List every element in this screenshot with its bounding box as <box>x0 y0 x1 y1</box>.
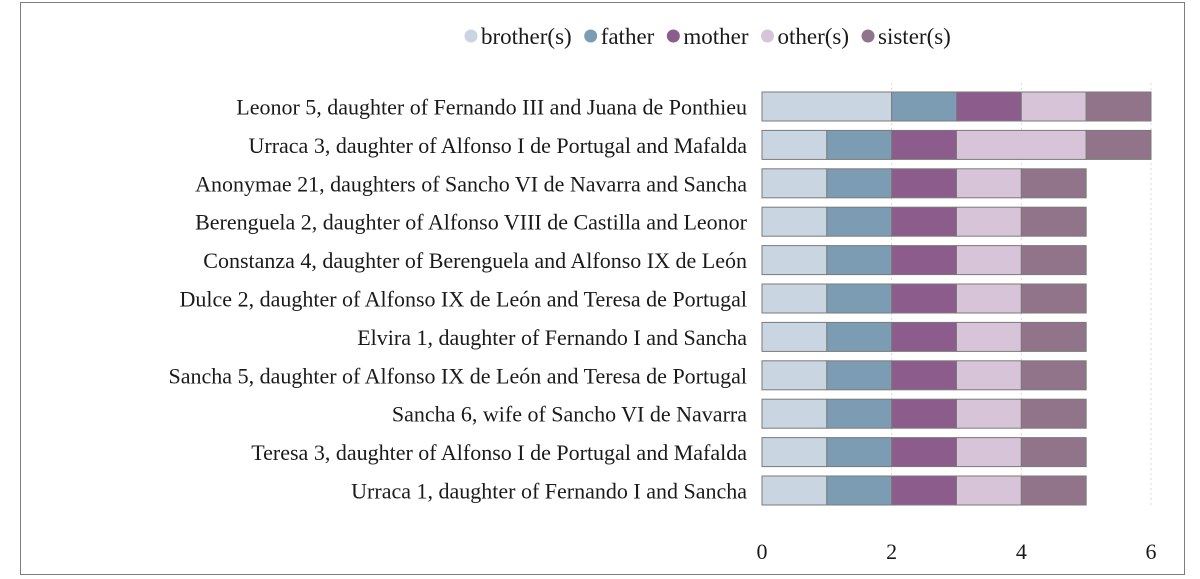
bar-9-4 <box>1020 437 1087 468</box>
legend-label-0: brother(s) <box>481 24 572 49</box>
x-tick-label-2: 4 <box>1016 539 1027 564</box>
bar-2-1 <box>826 168 893 199</box>
bar-0-4 <box>1085 91 1152 122</box>
bar-0-1 <box>891 91 958 122</box>
legend-label-1: father <box>601 24 655 49</box>
bar-6-0 <box>761 321 828 352</box>
bar-8-4 <box>1020 398 1087 429</box>
legend-swatch-4 <box>861 29 875 43</box>
bar-1-2 <box>891 129 958 160</box>
category-label-0: Leonor 5, daughter of Fernando III and J… <box>236 95 747 120</box>
bar-2-2 <box>891 168 958 199</box>
bar-8-0 <box>761 398 828 429</box>
bar-2-3 <box>956 168 1022 199</box>
bar-4-0 <box>761 245 828 276</box>
x-axis-ticks: 0 2 4 6 <box>757 539 1157 564</box>
legend-label-2: mother <box>683 24 748 49</box>
category-label-2: Anonymae 21, daughters of Sancho VI de N… <box>195 171 747 196</box>
bar-9-0 <box>761 437 828 468</box>
x-tick-label-0: 0 <box>757 539 768 564</box>
bar-3-4 <box>1020 206 1087 237</box>
bar-9-1 <box>826 437 893 468</box>
bar-3-0 <box>761 206 828 237</box>
chart-frame: brother(s) father mother other(s) sister(s) … <box>20 2 1185 575</box>
legend-swatch-3 <box>760 29 774 43</box>
bar-4-4 <box>1020 245 1087 276</box>
bar-4-1 <box>826 245 893 276</box>
x-tick-label-3: 6 <box>1146 539 1157 564</box>
bar-2-4 <box>1020 168 1087 199</box>
bar-7-0 <box>761 360 828 391</box>
bar-7-4 <box>1020 360 1087 391</box>
bar-4-3 <box>956 245 1022 276</box>
bar-1-4 <box>1085 129 1152 160</box>
legend: brother(s) father mother other(s) sister(s) <box>464 24 951 49</box>
bar-5-0 <box>761 283 828 314</box>
category-label-5: Dulce 2, daughter of Alfonso IX de León … <box>180 287 747 312</box>
category-labels: Leonor 5, daughter of Fernando III and J… <box>169 95 748 504</box>
bar-7-3 <box>956 360 1022 391</box>
bar-6-3 <box>956 321 1022 352</box>
category-label-4: Constanza 4, daughter of Berenguela and … <box>203 248 747 273</box>
bar-8-3 <box>956 398 1022 429</box>
category-label-10: Urraca 1, daughter of Fernando I and San… <box>351 479 747 504</box>
bar-0-2 <box>956 91 1022 122</box>
bar-9-3 <box>956 437 1022 468</box>
category-label-9: Teresa 3, daughter of Alfonso I de Portu… <box>251 440 747 465</box>
stacked-bar-chart: brother(s) father mother other(s) sister(s) … <box>169 24 1157 564</box>
bars <box>761 91 1152 506</box>
legend-swatch-0 <box>464 29 478 43</box>
bar-1-0 <box>761 129 828 160</box>
bar-10-1 <box>826 475 893 506</box>
bar-1-3 <box>956 129 1087 160</box>
bar-3-1 <box>826 206 893 237</box>
bar-2-0 <box>761 168 828 199</box>
bar-6-4 <box>1020 321 1087 352</box>
legend-label-3: other(s) <box>777 24 849 49</box>
bar-3-3 <box>956 206 1022 237</box>
bar-4-2 <box>891 245 958 276</box>
bar-5-3 <box>956 283 1022 314</box>
bar-0-3 <box>1020 91 1087 122</box>
bar-9-2 <box>891 437 958 468</box>
bar-0-0 <box>761 91 893 122</box>
legend-label-4: sister(s) <box>878 24 951 49</box>
category-label-8: Sancha 6, wife of Sancho VI de Navarra <box>392 402 747 427</box>
category-label-6: Elvira 1, daughter of Fernando I and San… <box>357 325 747 350</box>
bar-1-1 <box>826 129 893 160</box>
bar-10-3 <box>956 475 1022 506</box>
bar-6-1 <box>826 321 893 352</box>
legend-swatch-1 <box>584 29 598 43</box>
bar-6-2 <box>891 321 958 352</box>
x-tick-label-1: 2 <box>886 539 897 564</box>
bar-10-4 <box>1020 475 1087 506</box>
legend-swatch-2 <box>666 29 680 43</box>
bar-10-0 <box>761 475 828 506</box>
bar-5-1 <box>826 283 893 314</box>
bar-8-1 <box>826 398 893 429</box>
bar-10-2 <box>891 475 958 506</box>
bar-5-4 <box>1020 283 1087 314</box>
bar-7-2 <box>891 360 958 391</box>
bar-3-2 <box>891 206 958 237</box>
category-label-7: Sancha 5, daughter of Alfonso IX de León… <box>169 363 747 388</box>
bar-5-2 <box>891 283 958 314</box>
category-label-1: Urraca 3, daughter of Alfonso I de Portu… <box>248 133 747 158</box>
bar-7-1 <box>826 360 893 391</box>
bar-8-2 <box>891 398 958 429</box>
category-label-3: Berenguela 2, daughter of Alfonso VIII d… <box>195 210 748 235</box>
